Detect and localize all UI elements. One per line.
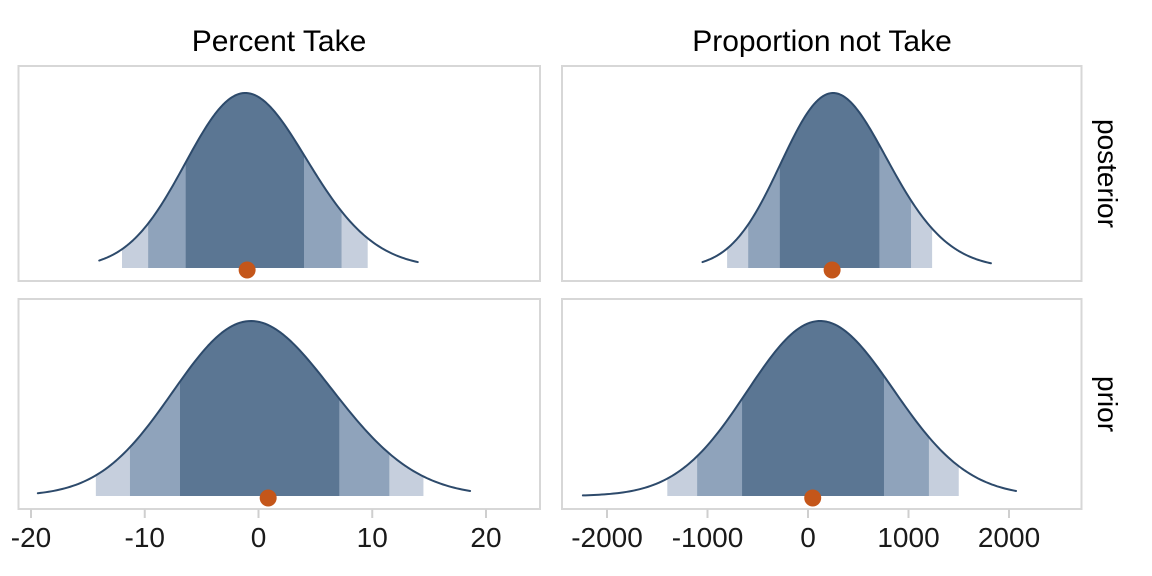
point-estimate-dot bbox=[238, 261, 256, 279]
x-tick-label: 1000 bbox=[877, 522, 940, 553]
panel-border bbox=[17, 298, 541, 510]
x-tick-label: 0 bbox=[800, 522, 816, 553]
x-tick-label: -2000 bbox=[571, 522, 643, 553]
x-tick-label: 10 bbox=[356, 522, 388, 553]
x-tick-label: -1000 bbox=[671, 522, 744, 553]
facet-row-strip-posterior: posterior bbox=[1092, 119, 1123, 228]
density-curve bbox=[36, 320, 472, 495]
x-tick-label: 20 bbox=[470, 522, 502, 553]
credible-interval-band-inner bbox=[185, 92, 304, 269]
panel-border bbox=[17, 65, 541, 282]
point-estimate-dot bbox=[823, 261, 841, 279]
x-tick-label: -20 bbox=[10, 522, 52, 553]
panel-border bbox=[561, 298, 1083, 510]
x-tick-label: 2000 bbox=[977, 522, 1041, 553]
x-tick-label: 0 bbox=[250, 522, 267, 553]
density-curve bbox=[98, 92, 419, 264]
density-curve bbox=[581, 320, 1018, 497]
facet-column-title-proportion-not-take: Proportion not Take bbox=[692, 25, 952, 58]
credible-interval-band-inner bbox=[779, 93, 880, 268]
facet-column-title-percent-take: Percent Take bbox=[191, 25, 367, 58]
x-tick-label: -10 bbox=[124, 522, 165, 553]
point-estimate-dot bbox=[259, 489, 277, 507]
density-curve bbox=[701, 92, 992, 265]
credible-interval-band-inner bbox=[180, 321, 340, 496]
facet-row-strip-prior: prior bbox=[1092, 375, 1123, 432]
point-estimate-dot bbox=[804, 489, 822, 507]
panel-border bbox=[561, 65, 1083, 282]
credible-interval-band-inner bbox=[742, 321, 884, 496]
